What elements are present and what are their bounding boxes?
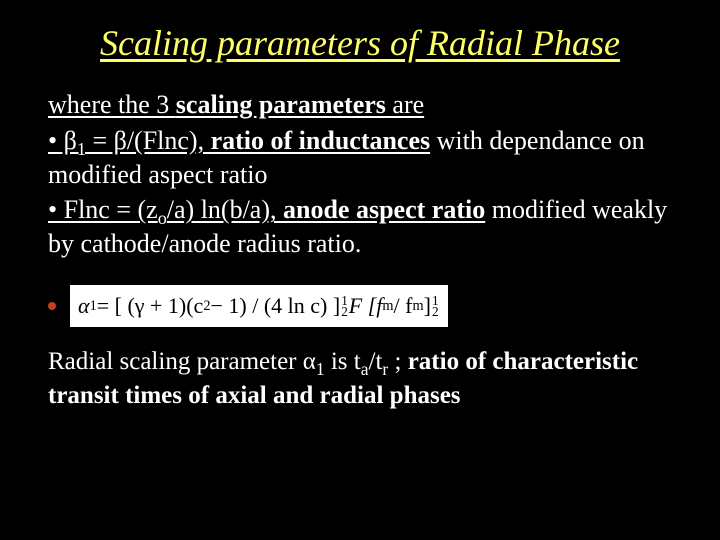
equation-row: α1 = [ (γ + 1)(c2 − 1) / (4 ln c) ]12 F … [48,285,672,327]
l4-sub2: a [361,359,369,379]
bullet-beta1: • β1 = β/(Flnc), ratio of inductances wi… [48,124,672,192]
l4-sub1: 1 [316,359,325,379]
beta1-lead: • β [48,126,77,155]
flnc-underlined: • Flnc = (zo/a) ln(b/a), anode aspect ra… [48,195,485,224]
l4-mid2: /t [369,348,383,375]
eq-mid1: − 1) / (4 ln c) ] [210,292,340,321]
equation-image: α1 = [ (γ + 1)(c2 − 1) / (4 ln c) ]12 F … [70,285,448,327]
eq-alpha: α [78,292,90,321]
flnc-lead: • Flnc = (z [48,195,158,224]
beta1-underlined: • β1 = β/(Flnc), ratio of inductances [48,126,430,155]
beta1-mid: = β/(Flnc), [86,126,211,155]
bullet-flnc: • Flnc = (zo/a) ln(b/a), anode aspect ra… [48,193,672,261]
slide: Scaling parameters of Radial Phase where… [0,0,720,540]
l4-pre: Radial scaling parameter α [48,348,316,375]
eq-exp2-den: 2 [432,306,439,317]
slide-body: where the 3 scaling parameters are • β1 … [48,88,672,412]
radial-scaling-line: Radial scaling parameter α1 is ta/tr ; r… [48,345,672,413]
flnc-bold: anode aspect ratio [283,195,485,224]
l4-mid1: is t [325,348,361,375]
flnc-sub: o [158,209,167,229]
eq-exp2: 12 [432,295,439,317]
intro-bold: scaling parameters [176,90,386,119]
l4-mid3: ; [388,348,407,375]
intro-post: are [386,90,424,119]
eq-slash: / f [394,292,413,321]
beta1-sub: 1 [77,139,86,159]
eq-exp1-den: 2 [341,306,348,317]
spacer [48,263,672,281]
beta1-bold: ratio of inductances [211,126,431,155]
eq-open: = [ (γ + 1)(c [97,292,204,321]
flnc-mid: /a) ln(b/a), [167,195,283,224]
eq-exp1: 12 [341,295,348,317]
eq-F: F [f [349,292,383,321]
intro-pre: where the 3 [48,90,176,119]
intro-line: where the 3 scaling parameters are [48,88,672,122]
slide-title: Scaling parameters of Radial Phase [48,22,672,64]
eq-close: ] [424,292,431,321]
bullet-dot-icon [48,302,56,310]
